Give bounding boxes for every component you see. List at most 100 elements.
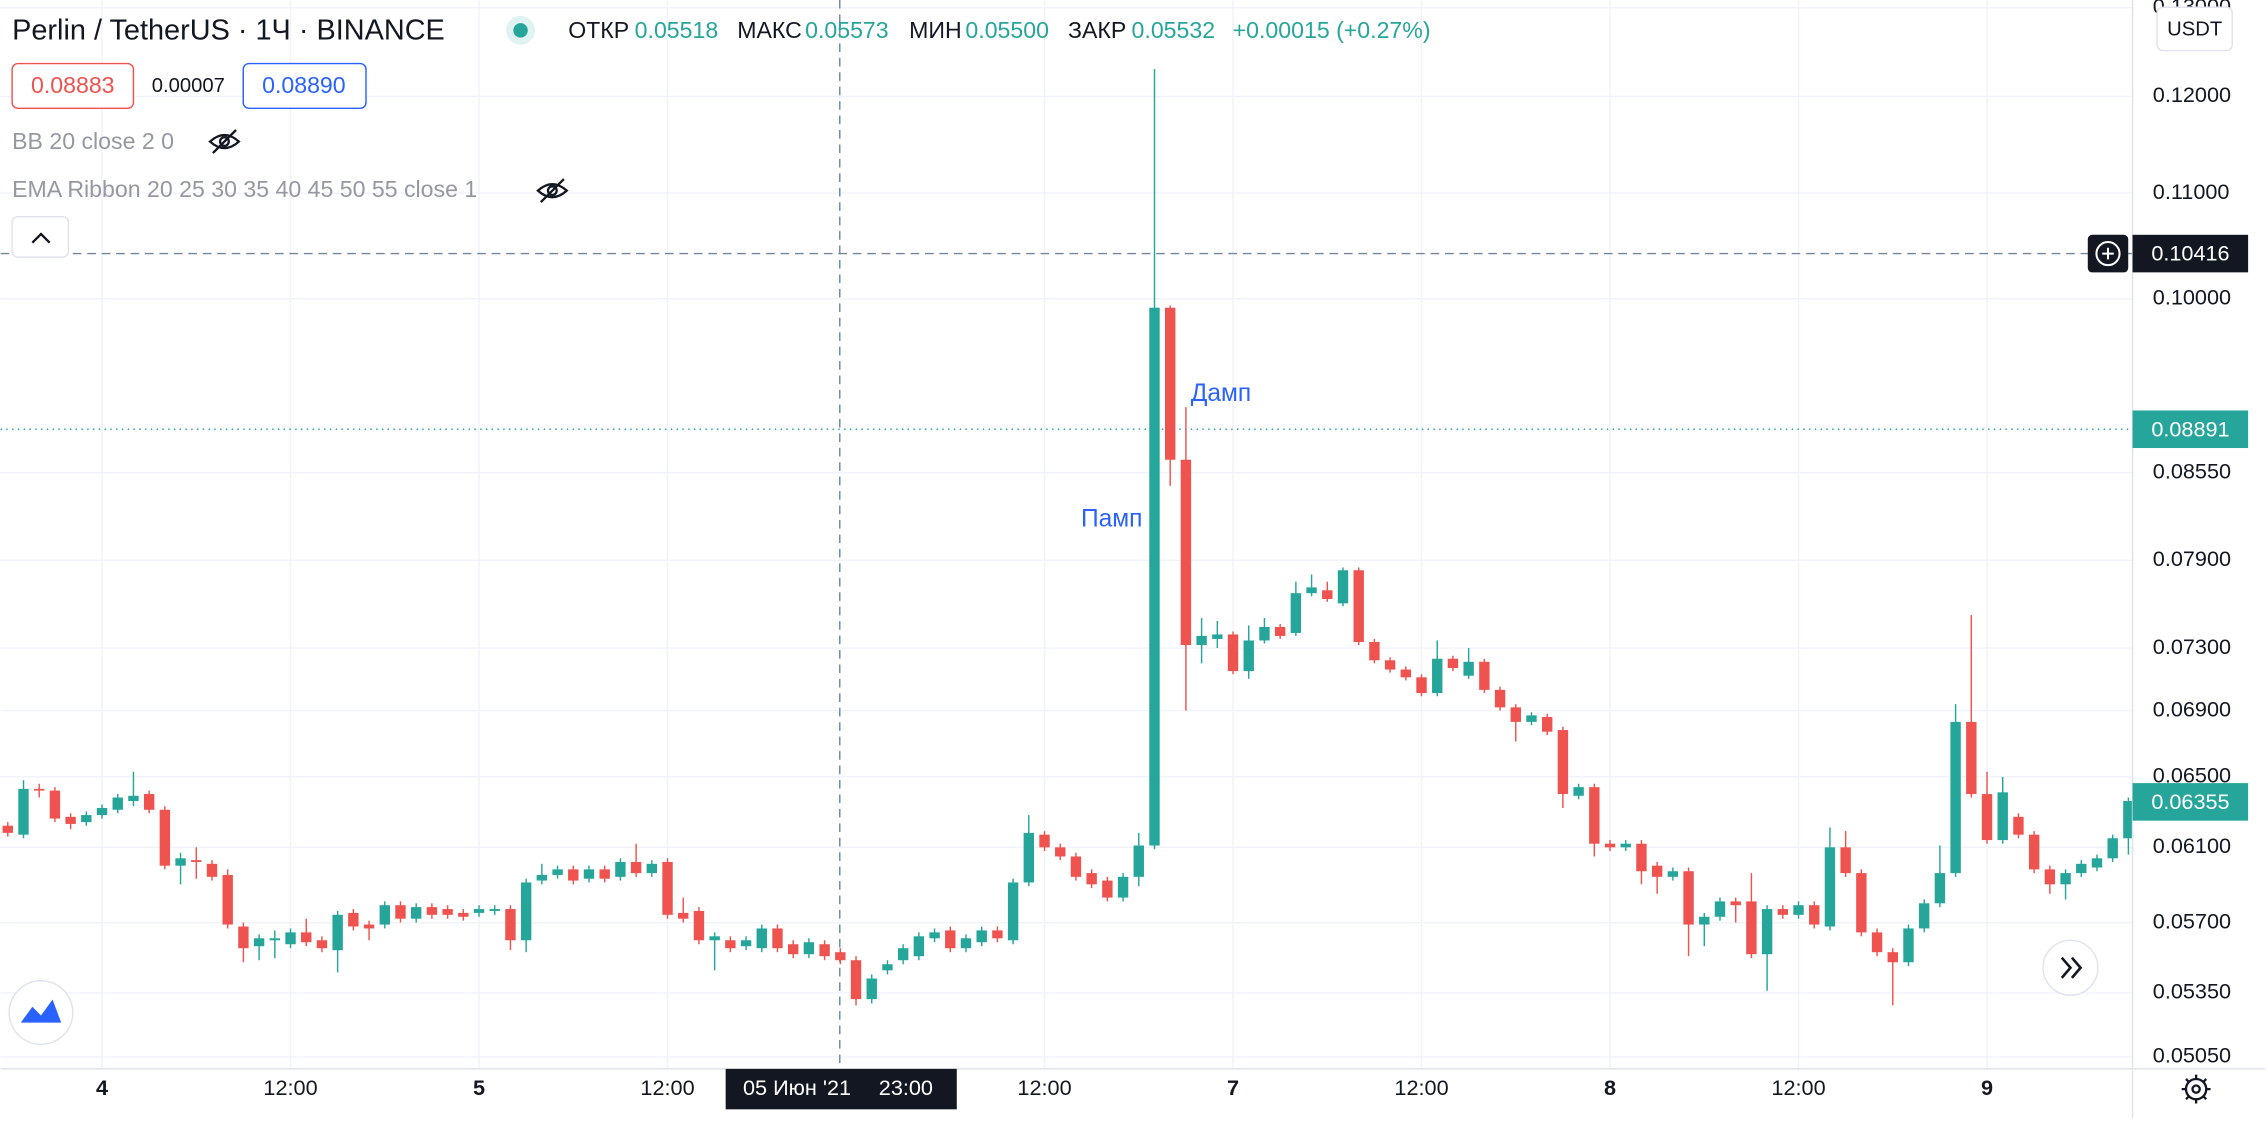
candle-body — [725, 940, 736, 949]
crosshair-add-icon — [2102, 247, 2114, 260]
candle-body — [2123, 801, 2133, 839]
candle-body — [301, 932, 312, 943]
candle-body — [1966, 721, 1977, 795]
candle-body — [1117, 876, 1129, 898]
candle-body — [81, 815, 92, 823]
collapse-icon[interactable] — [31, 232, 51, 244]
candle-body — [253, 938, 265, 947]
candle-body — [866, 978, 877, 1000]
candle-body — [2, 825, 13, 833]
candle-body — [395, 905, 406, 919]
x-tick-label: 8 — [1604, 1075, 1616, 1100]
collapse-button[interactable] — [11, 215, 70, 258]
price-line-tag — [2132, 410, 2249, 449]
x-tick-label: 12:00 — [1017, 1075, 1071, 1100]
candle-body — [489, 909, 500, 911]
candle-body — [803, 942, 815, 955]
candle-body — [1856, 873, 1867, 933]
candle-body — [96, 808, 108, 816]
sell-button[interactable] — [11, 62, 135, 110]
candle-body — [1023, 832, 1035, 883]
candle-body — [1667, 871, 1679, 877]
candle-body — [2107, 838, 2118, 859]
buy-button[interactable] — [242, 62, 367, 110]
buy-price[interactable]: 0.08890 — [262, 72, 346, 98]
candle-body — [1510, 707, 1521, 722]
y-tick-label: 0.11000 — [2153, 179, 2230, 204]
indicator-label[interactable]: BB 20 close 2 0 — [12, 128, 174, 154]
legend-value: 0.05532 — [1132, 17, 1216, 43]
candle-body — [2044, 869, 2056, 885]
price-line-label: 0.08891 — [2151, 416, 2229, 441]
candle-body — [1369, 641, 1380, 661]
candle-body — [1494, 689, 1506, 708]
candle-body — [1259, 626, 1270, 641]
logo-icon[interactable] — [20, 999, 62, 1023]
y-tick-label: 0.06100 — [2153, 833, 2231, 858]
candle-body — [1840, 847, 1851, 874]
candle-body — [175, 858, 186, 866]
candle-body — [1589, 787, 1600, 844]
crosshair-price-label: 0.10416 — [2151, 241, 2229, 266]
annotation: Дамп — [1191, 380, 1251, 407]
sell-price[interactable]: 0.08883 — [31, 72, 115, 98]
candle-body — [1777, 909, 1789, 915]
indicator-label[interactable]: EMA Ribbon 20 25 30 35 40 45 50 55 close… — [12, 176, 477, 202]
candle-body — [1746, 901, 1757, 955]
legend-value: 0.05573 — [805, 17, 889, 43]
candle-body — [819, 944, 830, 957]
hide-icon[interactable] — [536, 178, 569, 204]
candle-body — [552, 869, 563, 875]
candle-body — [1149, 307, 1160, 846]
candle-body — [426, 907, 438, 915]
candle-body — [1997, 792, 2008, 841]
candle-body — [1463, 661, 1474, 676]
scroll-icon[interactable] — [2060, 956, 2083, 979]
legend-value: 0.05500 — [965, 17, 1049, 43]
candle-body — [1714, 901, 1726, 917]
logo-button[interactable] — [8, 980, 74, 1046]
legend-label: МАКС — [737, 17, 802, 43]
currency[interactable]: USDT — [2167, 19, 2222, 41]
candle-body — [128, 795, 139, 802]
candle-body — [1730, 901, 1741, 906]
currency-button[interactable] — [2156, 6, 2233, 52]
legend-value: 0.05518 — [635, 17, 719, 43]
candle-body — [2013, 816, 2024, 835]
candle-body — [882, 964, 893, 971]
candle-body — [568, 869, 579, 881]
candle-body — [65, 816, 76, 824]
axes: 0.130000.120000.110000.100000.085500.079… — [96, 0, 2249, 1110]
x-tick-label: 12:00 — [1394, 1075, 1448, 1100]
symbol-title: Perlin / TetherUS · 1Ч · BINANCE — [12, 14, 445, 46]
candle-body — [1620, 843, 1631, 848]
y-tick-label: 0.06900 — [2153, 696, 2231, 721]
x-tick-label: 4 — [96, 1075, 108, 1100]
candle-body — [285, 932, 296, 945]
candle-body — [222, 874, 233, 925]
candle-body — [1196, 635, 1207, 646]
candle-body — [1824, 847, 1836, 927]
candle-body — [1604, 843, 1616, 848]
legend-label: ЗАКР — [1068, 17, 1126, 43]
crosshair-add-icon — [2095, 241, 2121, 267]
x-tick-label: 12:00 — [640, 1075, 694, 1100]
candle-body — [1227, 634, 1239, 672]
candle-body — [1793, 905, 1804, 915]
candle-body — [835, 952, 846, 961]
candle-body — [1699, 916, 1710, 925]
candle-body — [1541, 717, 1553, 732]
candle-body — [992, 930, 1003, 939]
settings-icon[interactable] — [2181, 1074, 2211, 1104]
candle-body — [1055, 847, 1066, 857]
plot — [2, 69, 2133, 1006]
candle-body — [1400, 669, 1412, 678]
candle-body — [2091, 858, 2103, 868]
candle-body — [316, 940, 328, 949]
candle-body — [1322, 590, 1333, 599]
candle-body — [1809, 905, 1820, 925]
candle-body — [269, 938, 281, 941]
guide-lines — [0, 0, 2133, 1069]
hide-icon[interactable] — [208, 129, 241, 154]
candle-body — [1290, 593, 1302, 633]
